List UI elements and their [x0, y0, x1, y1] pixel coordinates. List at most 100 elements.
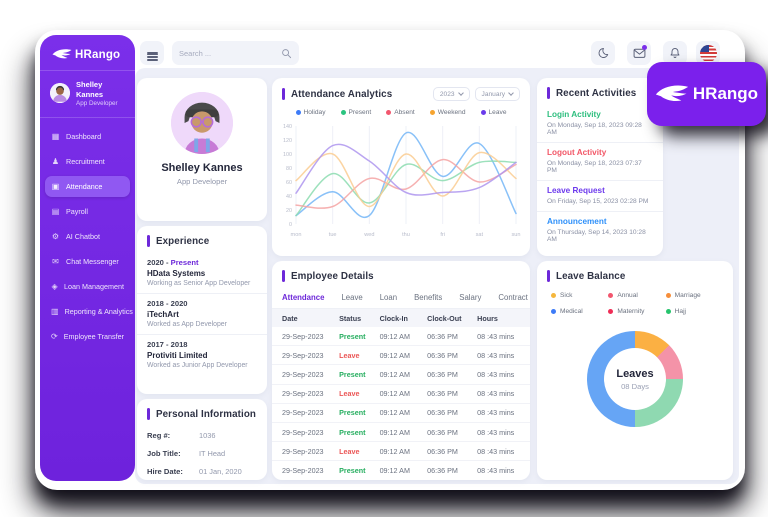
dark-mode-button[interactable]	[591, 41, 615, 65]
personal-info-value: 01 Jan, 2020	[199, 466, 242, 476]
experience-card: Experience 2020 - Present HData Systems Wo…	[137, 226, 267, 394]
month-select[interactable]: January	[474, 87, 520, 101]
notifications-button[interactable]	[663, 41, 687, 65]
experience-entry: 2017 - 2018 Protiviti Limited Worked as Ju…	[137, 334, 267, 375]
legend-label: Sick	[560, 292, 573, 299]
activity-datetime: On Monday, Sep 18, 2023 09:28 AM	[547, 122, 642, 136]
sidebar-item-reporting-analytics[interactable]: ▥ Reporting & Analytics	[45, 301, 133, 322]
legend-item-present[interactable]: Present	[340, 109, 372, 116]
sidebar-item-ai-chatbot[interactable]: ⚙ AI Chatbot	[45, 226, 130, 247]
search-icon	[282, 48, 292, 58]
cell-hours: 08 :43 mins	[477, 389, 515, 399]
cell-date: 29-Sep-2023	[282, 427, 324, 437]
legend-dot	[608, 293, 614, 298]
language-button[interactable]	[696, 41, 720, 65]
message-badge	[642, 45, 647, 50]
table-row: 29-Sep-2023 Present 09:12 AM 06:36 PM 08 :43…	[272, 327, 530, 347]
legend-label: Present	[348, 109, 372, 116]
sidebar-item-loan-management[interactable]: ◈ Loan Management	[45, 276, 130, 297]
user-role: App Developer	[76, 99, 118, 107]
tab-attendance[interactable]: Attendance	[282, 293, 325, 302]
cell-hours: 08 :43 mins	[477, 465, 515, 475]
cell-clock-out: 06:36 PM	[427, 389, 458, 399]
sidebar-item-label: Reporting & Analytics	[64, 306, 133, 316]
sidebar-user[interactable]: Shelley Kannes App Developer	[40, 71, 135, 118]
sidebar-item-recruitment[interactable]: ♟ Recruitment	[45, 151, 130, 172]
activity-item[interactable]: Login Activity On Monday, Sep 18, 2023 09…	[537, 105, 663, 142]
cell-date: 29-Sep-2023	[282, 350, 324, 360]
legend-dot	[665, 293, 671, 298]
legend-label: Absent	[394, 109, 415, 116]
personal-info-row: Reg #: 1036	[137, 426, 267, 444]
legend-item-weekend[interactable]: Weekend	[429, 109, 466, 116]
experience-company: iTechArt	[147, 310, 179, 319]
cell-hours: 08 :43 mins	[477, 446, 515, 456]
legend-label: Hajj	[674, 308, 687, 315]
chevron-down-icon	[508, 90, 514, 96]
sidebar-logo: HRango	[40, 35, 135, 71]
sidebar-item-dashboard[interactable]: ▦ Dashboard	[45, 126, 130, 147]
personal-info-label: Reg #:	[147, 430, 171, 440]
wing-logo-icon	[655, 85, 689, 101]
legend-dot	[340, 110, 346, 115]
svg-text:140: 140	[283, 124, 292, 130]
employee-details-tabs: Attendance Leave Loan Benefits Salary Contrac…	[272, 288, 530, 309]
column-header: Date	[282, 313, 298, 323]
search-input[interactable]	[179, 48, 281, 58]
tab-contract[interactable]: Contract	[498, 293, 528, 302]
cell-status: Leave	[339, 350, 360, 360]
menu-button[interactable]	[140, 41, 164, 65]
cell-hours: 08 :43 mins	[477, 369, 515, 379]
tab-salary[interactable]: Salary	[459, 293, 482, 302]
sidebar-item-label: Chat Messenger	[66, 256, 119, 266]
leave-legend-annual: Annual	[608, 292, 661, 299]
cell-status: Present	[339, 465, 366, 475]
recent-activities-card: Recent Activities Login Activity On Monda…	[537, 78, 663, 256]
svg-text:thu: thu	[402, 232, 410, 238]
cell-date: 29-Sep-2023	[282, 331, 324, 341]
legend-item-holiday[interactable]: Holiday	[295, 109, 326, 116]
search-box[interactable]	[172, 41, 299, 65]
leave-legend-maternity: Maternity	[608, 308, 661, 315]
chart-line-present	[295, 160, 517, 217]
leave-donut-chart: Leaves 08 Days	[587, 331, 683, 427]
activity-item[interactable]: Leave Request On Friday, Sep 15, 2023 02:…	[537, 180, 663, 211]
cell-clock-out: 06:36 PM	[427, 369, 458, 379]
column-header: Clock-Out	[427, 313, 462, 323]
experience-period: 2017 - 2018	[147, 340, 188, 349]
cell-hours: 08 :43 mins	[477, 350, 515, 360]
sidebar-item-chat-messenger[interactable]: ✉ Chat Messenger	[45, 251, 130, 272]
legend-item-absent[interactable]: Absent	[386, 109, 415, 116]
activity-title: Announcement	[547, 217, 607, 226]
legend-label: Annual	[617, 292, 638, 299]
experience-period-accent: Present	[170, 258, 199, 267]
svg-text:80: 80	[286, 166, 292, 172]
bell-icon	[670, 48, 680, 58]
activity-item[interactable]: Announcement On Thursday, Sep 14, 2023 10…	[537, 211, 663, 249]
experience-entry: 2018 - 2020 iTechArt Worked as App Develop…	[137, 293, 267, 334]
personal-info-label: Job Title:	[147, 448, 181, 458]
user-avatar	[50, 83, 70, 104]
sidebar-nav: ▦ Dashboard ♟ Recruitment ▣ Attendance ▤ Payrol…	[40, 118, 135, 359]
tab-loan[interactable]: Loan	[379, 293, 398, 302]
recruitment-icon: ♟	[51, 156, 60, 166]
profile-name: Shelley Kannes	[161, 162, 243, 174]
legend-item-leave[interactable]: Leave	[480, 109, 507, 116]
legend-dot	[386, 110, 392, 115]
legend-label: Leave	[488, 109, 507, 116]
table-row: 29-Sep-2023 Leave 09:12 AM 06:36 PM 08 :43 m…	[272, 346, 530, 366]
sidebar-item-label: Dashboard	[66, 131, 102, 141]
app-logo-text: HRango	[75, 48, 121, 61]
activity-item[interactable]: Logout Activity On Monday, Sep 18, 2023 0…	[537, 142, 663, 180]
cell-status: Leave	[339, 446, 360, 456]
activity-title: Logout Activity	[547, 148, 607, 157]
sidebar-item-attendance[interactable]: ▣ Attendance	[45, 175, 130, 197]
tab-leave[interactable]: Leave	[341, 293, 363, 302]
messages-button[interactable]	[627, 41, 651, 65]
tab-benefits[interactable]: Benefits	[414, 293, 443, 302]
legend-dot	[295, 110, 301, 115]
sidebar-item-employee-transfer[interactable]: ⟳ Employee Transfer	[45, 326, 130, 347]
year-select[interactable]: 2023	[432, 87, 470, 101]
sidebar-item-payroll[interactable]: ▤ Payroll	[45, 201, 130, 222]
cell-date: 29-Sep-2023	[282, 408, 324, 418]
